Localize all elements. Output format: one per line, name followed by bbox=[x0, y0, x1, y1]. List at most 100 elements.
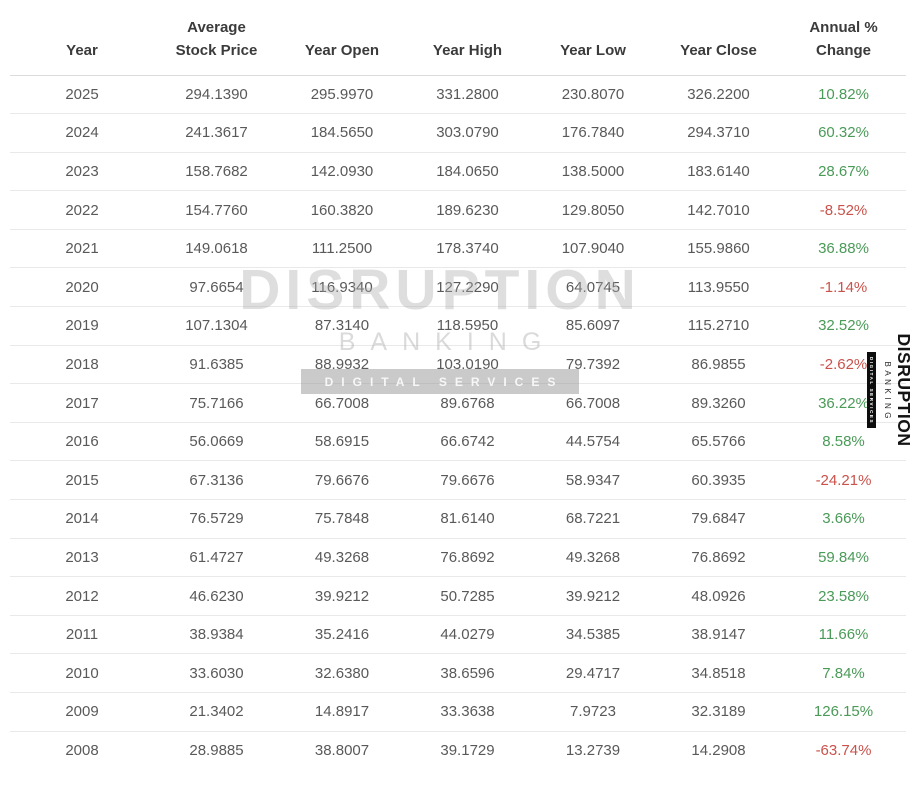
year-open-cell: 142.0930 bbox=[279, 152, 405, 192]
table-row: 2021 149.0618 111.2500 178.3740 107.9040 155.… bbox=[10, 229, 906, 269]
year-close-cell: 34.8518 bbox=[656, 653, 781, 693]
annual-change-cell: 23.58% bbox=[781, 576, 906, 616]
year-close-cell: 89.3260 bbox=[656, 383, 781, 423]
average-stock-price-cell: 67.3136 bbox=[154, 460, 279, 501]
year-close-cell: 79.6847 bbox=[656, 499, 781, 539]
average-stock-price-cell: 28.9885 bbox=[189, 742, 244, 760]
year-close-cell: 115.2710 bbox=[656, 306, 781, 346]
year-close-cell: 60.3935 bbox=[656, 460, 781, 501]
year-cell: 2020 bbox=[10, 267, 154, 308]
annual-change-cell: 59.84% bbox=[781, 538, 906, 578]
year-cell: 2011 bbox=[10, 615, 154, 655]
year-high-cell: 39.1729 bbox=[440, 742, 495, 760]
year-cell: 2025 bbox=[10, 75, 154, 115]
year-cell: 2018 bbox=[10, 345, 154, 385]
year-low-cell: 64.0745 bbox=[530, 267, 656, 308]
table-row: 2013 61.4727 49.3268 76.8692 49.3268 76.8692 5… bbox=[10, 538, 906, 578]
table-header-row: Year Average Stock Price Year Open Year High… bbox=[10, 0, 906, 76]
year-open-cell: 87.3140 bbox=[279, 306, 405, 346]
annual-change-cell: -1.14% bbox=[781, 267, 906, 308]
year-low-cell: 29.4717 bbox=[530, 653, 656, 693]
year-cell: 2016 bbox=[10, 422, 154, 462]
average-stock-price-cell: 46.6230 bbox=[154, 576, 279, 616]
year-low-cell: 230.8070 bbox=[530, 75, 656, 115]
average-stock-price-cell: 107.1304 bbox=[154, 306, 279, 346]
table-row: 2015 67.3136 79.6676 79.6676 58.9347 60.3935-… bbox=[10, 460, 906, 501]
column-header-annual-change: Annual % Change bbox=[781, 0, 906, 76]
table-row: 2020 97.6654 116.9340 127.2290 64.0745 113.95… bbox=[10, 267, 906, 308]
year-low-cell: 44.5754 bbox=[530, 422, 656, 462]
table-row: 2014 76.5729 75.7848 81.6140 68.7221 79.6847 3… bbox=[10, 499, 906, 539]
annual-change-cell: 7.84% bbox=[781, 653, 906, 693]
column-header-year-open: Year Open bbox=[279, 0, 405, 76]
year-low-cell: 7.9723 bbox=[530, 692, 656, 732]
table-row: 2023 158.7682 142.0930 184.0650 138.5000 183.… bbox=[10, 152, 906, 192]
year-open-cell: 184.5650 bbox=[279, 113, 405, 153]
table-row: 2016 56.0669 58.6915 66.6742 44.5754 65.5766 8… bbox=[10, 422, 906, 462]
average-stock-price-cell: 158.7682 bbox=[154, 152, 279, 192]
year-cell: 2021 bbox=[10, 229, 154, 269]
year-low-cell: 13.2739 bbox=[565, 742, 621, 760]
table-row: 2012 46.6230 39.9212 50.7285 39.9212 48.0926 2… bbox=[10, 576, 906, 616]
table-row: 2018 91.6385 88.9932 103.0190 79.7392 86.9855… bbox=[10, 345, 906, 385]
year-low-cell: 66.7008 bbox=[530, 383, 656, 423]
annual-change-cell: 36.22% bbox=[781, 383, 906, 423]
column-header-year-high: Year High bbox=[405, 0, 530, 76]
year-open-cell: 32.6380 bbox=[279, 653, 405, 693]
year-high-cell: 76.8692 bbox=[405, 538, 530, 578]
column-header-year-low: Year Low bbox=[530, 0, 656, 76]
year-close-cell: 48.0926 bbox=[656, 576, 781, 616]
year-open-cell: 116.9340 bbox=[279, 267, 405, 308]
stock-price-history-table: Year Average Stock Price Year Open Year High… bbox=[10, 0, 906, 770]
year-high-cell: 127.2290 bbox=[405, 267, 530, 308]
year-open-cell: 111.2500 bbox=[279, 229, 405, 269]
year-high-cell: 50.7285 bbox=[405, 576, 530, 616]
year-cell: 2010 bbox=[10, 653, 154, 693]
year-close-cell: 76.8692 bbox=[656, 538, 781, 578]
year-open-cell: 35.2416 bbox=[279, 615, 405, 655]
year-high-cell: 331.2800 bbox=[405, 75, 530, 115]
average-stock-price-cell: 33.6030 bbox=[154, 653, 279, 693]
year-low-cell: 138.5000 bbox=[530, 152, 656, 192]
year-close-cell: 14.2908 bbox=[691, 742, 746, 760]
year-high-cell: 44.0279 bbox=[405, 615, 530, 655]
year-low-cell: 34.5385 bbox=[530, 615, 656, 655]
table-row: 2009 21.3402 14.8917 33.3638 7.9723 32.3189 12… bbox=[10, 692, 906, 732]
year-close-cell: 183.6140 bbox=[656, 152, 781, 192]
annual-change-cell: -63.74% bbox=[815, 742, 872, 760]
table-row: 2022 154.7760 160.3820 189.6230 129.8050 142.… bbox=[10, 190, 906, 230]
annual-change-cell: 32.52% bbox=[781, 306, 906, 346]
average-stock-price-cell: 21.3402 bbox=[154, 692, 279, 732]
annual-change-cell: -8.52% bbox=[781, 190, 906, 230]
year-open-cell: 49.3268 bbox=[279, 538, 405, 578]
year-high-cell: 184.0650 bbox=[405, 152, 530, 192]
year-close-cell: 326.2200 bbox=[656, 75, 781, 115]
year-cell: 2008 bbox=[65, 742, 99, 760]
annual-change-cell: -24.21% bbox=[781, 460, 906, 501]
year-cell: 2024 bbox=[10, 113, 154, 153]
average-stock-price-cell: 56.0669 bbox=[154, 422, 279, 462]
year-cell: 2023 bbox=[10, 152, 154, 192]
table-row: 2008 28.9885 38.8007 39.1729 13.2739 14.2908 -… bbox=[10, 731, 906, 770]
average-stock-price-cell: 149.0618 bbox=[154, 229, 279, 269]
year-close-cell: 113.9550 bbox=[656, 267, 781, 308]
year-open-cell: 39.9212 bbox=[279, 576, 405, 616]
year-close-cell: 32.3189 bbox=[656, 692, 781, 732]
annual-change-cell: -2.62% bbox=[781, 345, 906, 385]
year-high-cell: 79.6676 bbox=[405, 460, 530, 501]
annual-change-cell: 8.58% bbox=[781, 422, 906, 462]
year-close-cell: 294.3710 bbox=[656, 113, 781, 153]
year-low-cell: 85.6097 bbox=[530, 306, 656, 346]
year-high-cell: 81.6140 bbox=[405, 499, 530, 539]
annual-change-cell: 60.32% bbox=[781, 113, 906, 153]
year-open-cell: 295.9970 bbox=[279, 75, 405, 115]
year-high-cell: 189.6230 bbox=[405, 190, 530, 230]
year-high-cell: 178.3740 bbox=[405, 229, 530, 269]
year-low-cell: 58.9347 bbox=[530, 460, 656, 501]
year-low-cell: 176.7840 bbox=[530, 113, 656, 153]
year-open-cell: 160.3820 bbox=[279, 190, 405, 230]
annual-change-cell: 28.67% bbox=[781, 152, 906, 192]
table-row: 2011 38.9384 35.2416 44.0279 34.5385 38.9147 1… bbox=[10, 615, 906, 655]
year-cell: 2009 bbox=[10, 692, 154, 732]
year-close-cell: 142.7010 bbox=[656, 190, 781, 230]
